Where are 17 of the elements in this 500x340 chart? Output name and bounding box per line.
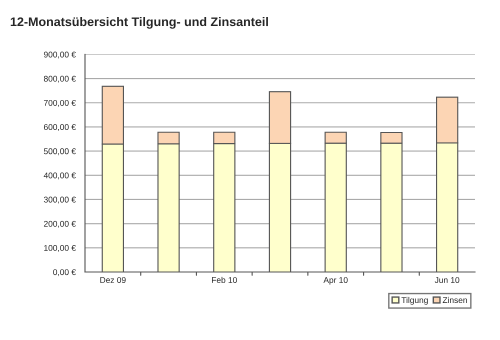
y-tick-label: 100,00 € bbox=[44, 245, 76, 252]
y-tick-label: 500,00 € bbox=[44, 148, 76, 156]
y-tick-label: 400,00 € bbox=[44, 172, 76, 180]
x-tick-label: Apr 10 bbox=[323, 277, 348, 285]
y-tick-label: 300,00 € bbox=[44, 196, 76, 204]
y-tick-label: 800,00 € bbox=[44, 76, 76, 83]
legend-label: Tilgung bbox=[401, 296, 428, 305]
x-tick-label: Dez 09 bbox=[100, 277, 126, 283]
x-tick-label: Feb 10 bbox=[212, 276, 237, 283]
x-tick-label: Jun 10 bbox=[434, 277, 460, 283]
legend-label: Zinsen bbox=[442, 296, 467, 304]
y-tick-label: 600,00 € bbox=[44, 124, 76, 132]
chart-title: 12-Monatsübersicht Tilgung- und Zinsanteil bbox=[10, 17, 268, 29]
y-tick-label: 700,00 € bbox=[44, 100, 76, 107]
y-tick-label: 200,00 € bbox=[44, 220, 76, 228]
y-tick-label: 900,00 € bbox=[44, 52, 76, 58]
y-tick-label: 0,00 € bbox=[53, 269, 76, 276]
